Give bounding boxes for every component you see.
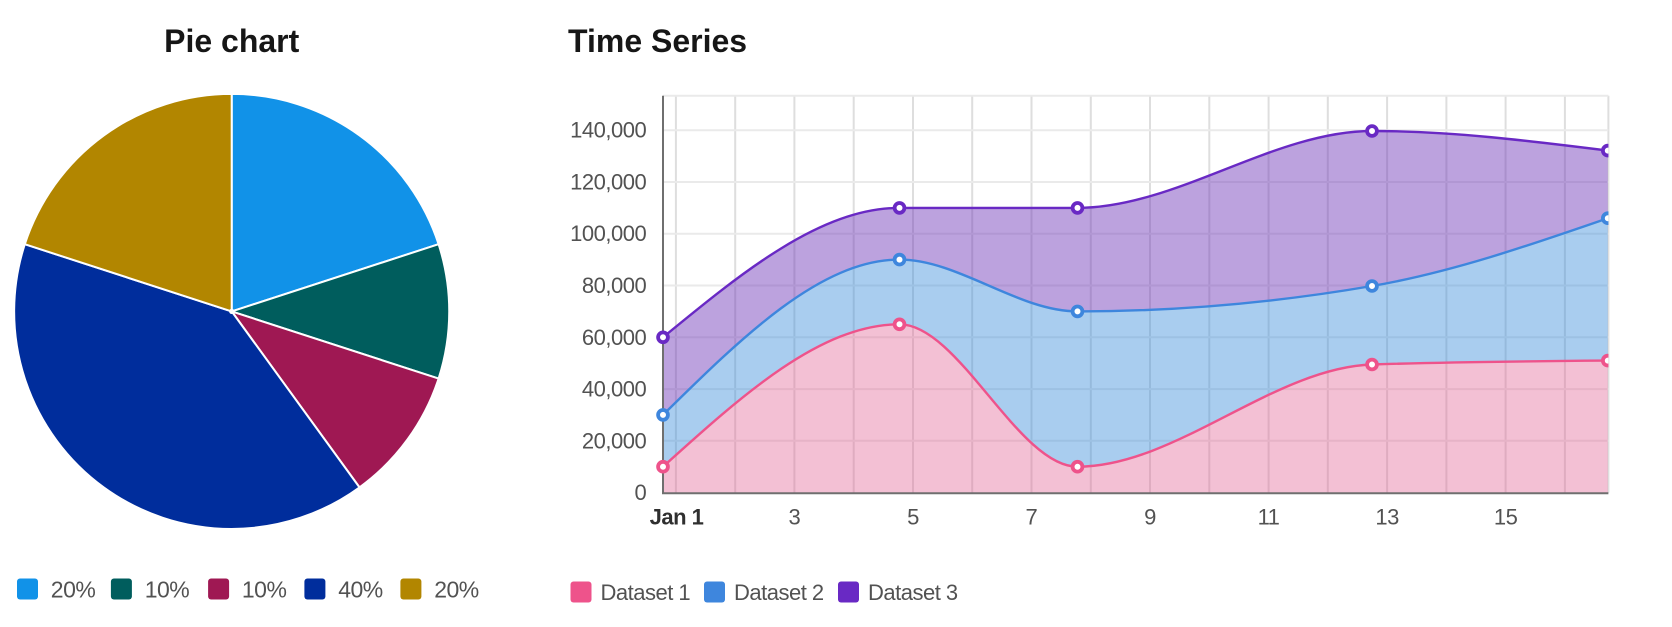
svg-text:10%: 10% — [242, 577, 287, 603]
svg-text:80,000: 80,000 — [582, 273, 647, 298]
svg-text:40%: 40% — [338, 577, 383, 603]
svg-text:0: 0 — [634, 480, 646, 505]
svg-text:10%: 10% — [145, 577, 190, 603]
svg-text:3: 3 — [789, 505, 801, 530]
svg-text:Jan 1: Jan 1 — [650, 505, 704, 530]
svg-text:15: 15 — [1494, 505, 1518, 530]
svg-text:100,000: 100,000 — [570, 221, 646, 246]
svg-text:40,000: 40,000 — [582, 377, 647, 402]
svg-text:120,000: 120,000 — [570, 170, 646, 195]
svg-text:Dataset 2: Dataset 2 — [734, 580, 824, 605]
svg-text:5: 5 — [907, 505, 919, 530]
svg-text:11: 11 — [1258, 505, 1280, 530]
svg-text:Dataset 3: Dataset 3 — [868, 580, 958, 605]
svg-text:13: 13 — [1375, 505, 1399, 530]
svg-text:20%: 20% — [51, 577, 96, 603]
svg-text:60,000: 60,000 — [582, 325, 647, 350]
svg-text:140,000: 140,000 — [570, 118, 646, 143]
svg-text:Dataset 1: Dataset 1 — [601, 580, 691, 605]
svg-text:20%: 20% — [434, 577, 479, 603]
svg-text:20,000: 20,000 — [582, 428, 647, 453]
svg-text:9: 9 — [1144, 505, 1156, 530]
svg-text:7: 7 — [1026, 505, 1038, 530]
svg-text:Time Series: Time Series — [568, 23, 747, 59]
svg-text:Pie chart: Pie chart — [164, 23, 300, 59]
